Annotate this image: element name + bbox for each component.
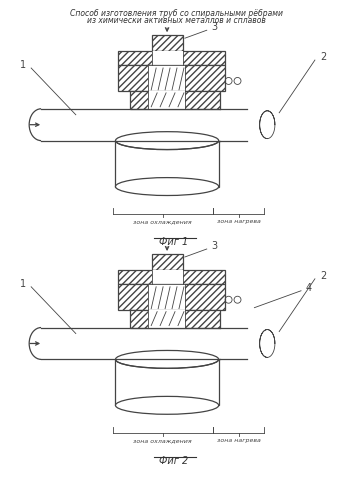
Bar [119, 51, 225, 65]
Text: зона охлаждения: зона охлаждения [133, 438, 192, 443]
Text: зона нагрева: зона нагрева [217, 438, 261, 443]
Text: из химически активных металлов и сплавов: из химически активных металлов и сплавов [86, 16, 265, 25]
Text: 2: 2 [321, 271, 327, 281]
Bar [152, 51, 183, 65]
Bar [119, 65, 225, 91]
Ellipse shape [115, 350, 219, 368]
Text: 3: 3 [212, 241, 218, 251]
Bar [148, 65, 185, 91]
Bar [152, 254, 183, 270]
Bar [115, 141, 219, 187]
Bar [152, 270, 183, 284]
Ellipse shape [115, 132, 219, 150]
Text: зона нагрева: зона нагрева [217, 219, 261, 224]
Text: 4: 4 [306, 283, 312, 293]
Text: 2: 2 [321, 52, 327, 62]
Text: Фиг 1: Фиг 1 [160, 237, 189, 247]
Bar [152, 35, 183, 51]
Text: зона охлаждения: зона охлаждения [133, 219, 192, 224]
Text: Фиг 2: Фиг 2 [160, 456, 189, 466]
Bar [119, 270, 225, 284]
Ellipse shape [115, 178, 219, 196]
Ellipse shape [115, 396, 219, 414]
Text: 1: 1 [20, 279, 26, 289]
Bar [130, 310, 220, 327]
Bar [130, 91, 220, 109]
Text: 3: 3 [212, 22, 218, 32]
Bar [148, 91, 185, 109]
Bar [148, 284, 185, 310]
Text: Способ изготовления труб со спиральными рёбрами: Способ изготовления труб со спиральными … [70, 9, 282, 18]
Bar [148, 310, 185, 327]
Bar [115, 359, 219, 405]
Bar [119, 284, 225, 310]
Text: 1: 1 [20, 60, 26, 70]
